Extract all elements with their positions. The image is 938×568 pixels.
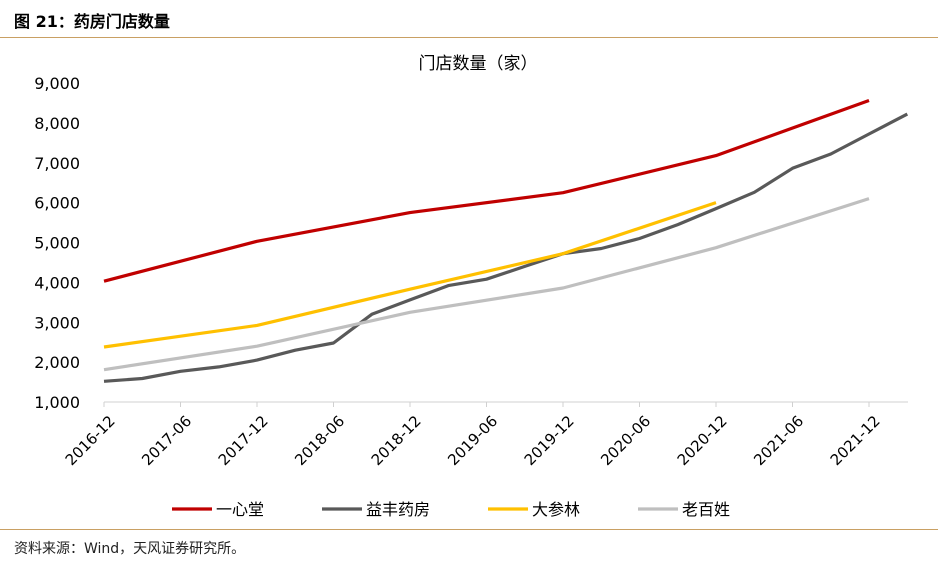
- series-line: [103, 98, 870, 283]
- top-divider: [0, 37, 938, 38]
- x-tick-label: 2019-12: [521, 412, 578, 469]
- x-tick-label: 2018-06: [291, 412, 348, 469]
- x-tick-label: 2021-06: [750, 412, 807, 469]
- y-tick-label: 1,000: [34, 393, 80, 412]
- bottom-divider: [0, 529, 938, 530]
- x-tick-label: 2017-06: [138, 412, 195, 469]
- figure-title: 图 21：药房门店数量: [14, 12, 170, 31]
- x-tick-label: 2020-12: [674, 412, 731, 469]
- x-axis: 2016-12 2017-06 2017-12 2018-06 2018-12 2019-…: [62, 401, 908, 469]
- y-tick-label: 7,000: [34, 154, 80, 173]
- y-tick-label: 6,000: [34, 194, 80, 213]
- series-line: [103, 201, 717, 349]
- legend: 一心堂 益丰药房 大参林 老百姓: [172, 500, 730, 519]
- legend-label: 一心堂: [216, 500, 264, 519]
- line-chart: 门店数量（家） 1,000 2,000 3,000 4,000 5,000 6,000 7,…: [34, 54, 909, 519]
- series-layer: [103, 98, 909, 383]
- x-tick-label: 2018-12: [368, 412, 425, 469]
- y-axis: 1,000 2,000 3,000 4,000 5,000 6,000 7,000 8,000…: [34, 74, 80, 412]
- y-tick-label: 3,000: [34, 313, 80, 332]
- y-tick-label: 8,000: [34, 114, 80, 133]
- source-note: 资料来源：Wind，天风证券研究所。: [14, 541, 246, 557]
- legend-label: 益丰药房: [366, 500, 430, 519]
- series-line: [103, 112, 909, 383]
- x-tick-label: 2020-06: [597, 412, 654, 469]
- x-tick-label: 2016-12: [62, 412, 119, 469]
- x-tick-label: 2019-06: [444, 412, 501, 469]
- legend-label: 老百姓: [682, 500, 730, 519]
- chart-title: 门店数量（家）: [419, 54, 538, 74]
- y-tick-label: 4,000: [34, 273, 80, 292]
- y-tick-label: 2,000: [34, 353, 80, 372]
- legend-label: 大参林: [532, 500, 580, 519]
- x-tick-label: 2017-12: [215, 412, 272, 469]
- x-tick-label: 2021-12: [827, 412, 884, 469]
- y-tick-label: 9,000: [34, 74, 80, 93]
- series-line: [103, 197, 870, 372]
- y-tick-label: 5,000: [34, 234, 80, 253]
